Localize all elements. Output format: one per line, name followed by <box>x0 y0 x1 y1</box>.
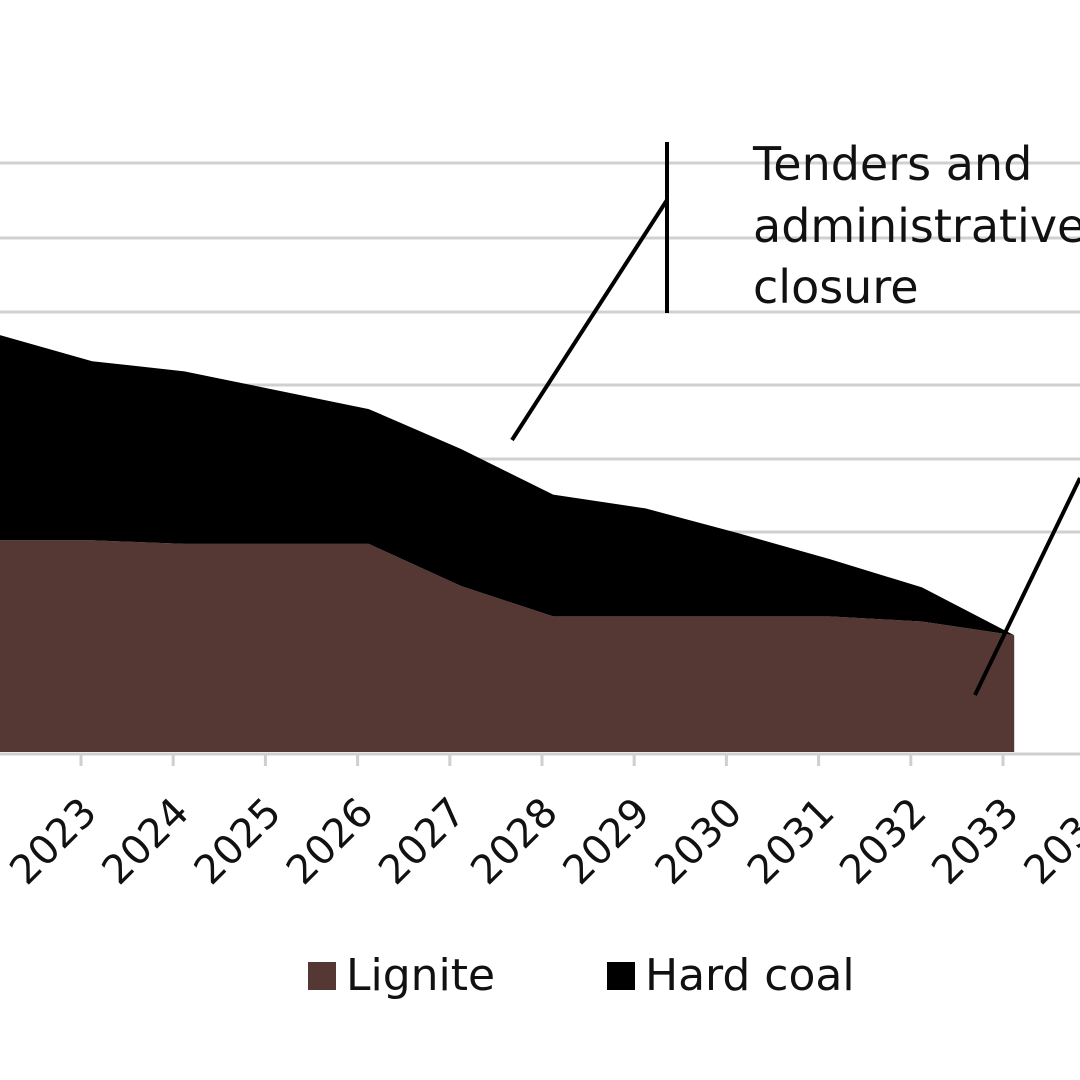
x-tick-label: 2030 <box>647 789 752 894</box>
x-tick-label: 2028 <box>462 789 567 894</box>
x-tick-label: 2024 <box>94 789 199 894</box>
legend-swatch-hard-coal <box>607 962 635 990</box>
x-tick-label: 2034 <box>1016 789 1080 894</box>
annotation: Tenders and administrative closure <box>510 137 1080 696</box>
x-tick-label: 2025 <box>186 789 291 894</box>
x-axis <box>0 752 1080 766</box>
x-tick-label: 2026 <box>278 789 383 894</box>
x-tick-label: 2023 <box>1 789 106 894</box>
area-hard-coal <box>0 335 1015 636</box>
x-tick-labels: 2023202420252026202720282029203020312032… <box>1 789 1080 894</box>
annotation-leader-line-2 <box>973 477 1080 696</box>
x-tick-label: 2031 <box>739 789 844 894</box>
x-tick-label: 2032 <box>831 789 936 894</box>
legend-swatch-lignite <box>308 962 336 990</box>
legend: Lignite Hard coal <box>308 950 855 1001</box>
plot-area <box>0 335 1015 752</box>
annotation-leader-line <box>510 198 669 442</box>
x-tick-label: 2029 <box>555 789 660 894</box>
area-lignite <box>0 540 1015 752</box>
legend-label-lignite: Lignite <box>346 950 495 1001</box>
annotation-text-line-3: closure <box>753 260 919 314</box>
annotation-text-line-1: Tenders and <box>752 137 1032 191</box>
x-tick-label: 2033 <box>923 789 1028 894</box>
x-tick-label: 2027 <box>370 789 475 894</box>
annotation-text-line-2: administrative <box>753 199 1080 253</box>
legend-label-hard-coal: Hard coal <box>645 950 855 1001</box>
